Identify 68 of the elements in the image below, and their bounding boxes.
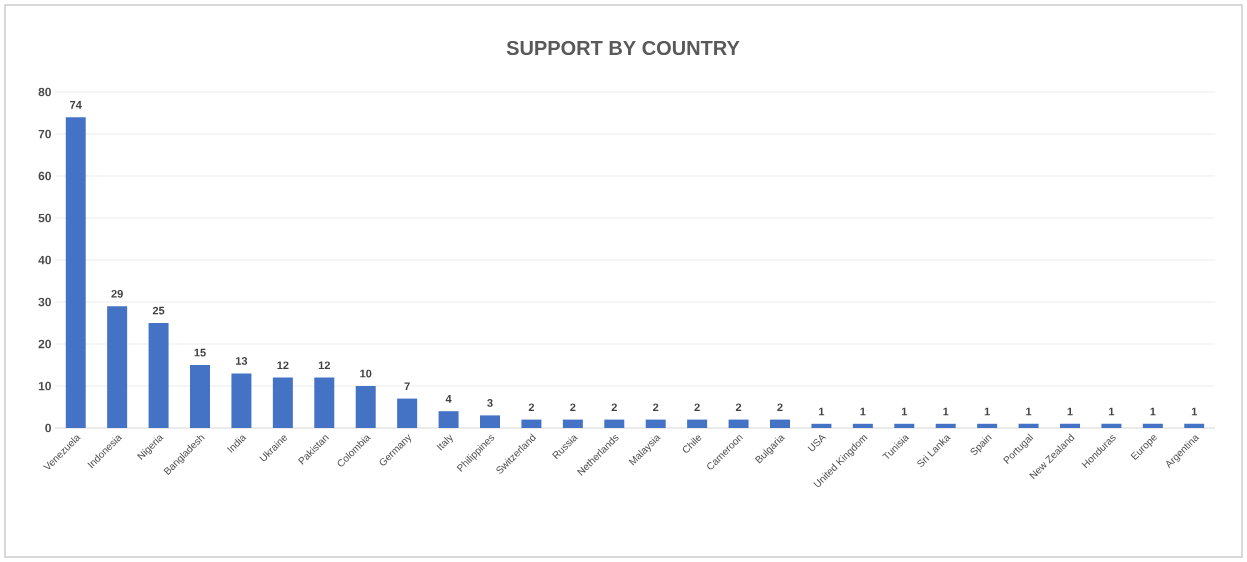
bar (1184, 423, 1205, 428)
y-tick-label: 40 (38, 255, 51, 265)
y-tick-label: 30 (38, 297, 51, 307)
bar (562, 419, 583, 428)
bar (852, 423, 873, 428)
data-label: 2 (694, 403, 700, 412)
bar (1059, 423, 1080, 428)
data-label: 1 (984, 407, 990, 416)
bar (314, 377, 335, 428)
bar (1101, 423, 1122, 428)
data-label: 12 (277, 361, 289, 370)
data-label: 1 (819, 407, 825, 416)
data-label: 15 (194, 348, 206, 357)
data-label: 74 (70, 101, 82, 109)
y-tick-label: 80 (38, 87, 51, 97)
bar (811, 423, 832, 428)
bar (190, 365, 210, 428)
bar (480, 415, 500, 428)
bar (1018, 423, 1039, 428)
data-label: 4 (445, 395, 452, 403)
bar (231, 373, 252, 428)
bar (728, 419, 749, 428)
bar (687, 419, 708, 428)
bar (107, 306, 128, 428)
bar (769, 419, 790, 428)
bar (397, 398, 418, 428)
data-label: 1 (1150, 407, 1156, 416)
y-tick-label: 70 (38, 129, 51, 139)
x-tick-label: Italy (436, 434, 453, 451)
data-label: 2 (611, 403, 617, 412)
data-label: 3 (487, 399, 493, 407)
data-label: 10 (360, 369, 372, 378)
data-label: 1 (1191, 407, 1198, 416)
bar (977, 423, 998, 428)
x-tick-label: USA (807, 435, 827, 451)
data-label: 2 (570, 403, 576, 412)
data-label: 13 (236, 357, 248, 365)
bar (148, 323, 169, 428)
data-label: 1 (1026, 407, 1032, 416)
bar (935, 423, 956, 428)
y-tick-label: 10 (38, 381, 51, 391)
data-label: 12 (318, 361, 330, 370)
bar (65, 117, 86, 428)
bar (438, 411, 459, 428)
data-label: 1 (1109, 407, 1115, 416)
data-label: 1 (1067, 407, 1073, 416)
bar (894, 423, 915, 428)
data-label: 29 (111, 289, 123, 298)
y-tick-label: 20 (38, 339, 51, 349)
data-label: 2 (777, 403, 783, 412)
bar (521, 419, 542, 428)
data-label: 2 (653, 403, 659, 412)
data-label: 2 (528, 403, 535, 412)
data-label: 7 (404, 382, 410, 391)
data-label: 25 (152, 306, 165, 315)
bar (645, 419, 666, 428)
data-label: 1 (860, 407, 866, 416)
y-tick-label: 50 (38, 213, 51, 223)
data-label: 2 (735, 403, 742, 412)
y-tick-label: 0 (45, 423, 51, 433)
data-label: 1 (943, 407, 949, 416)
y-tick-label: 60 (38, 171, 51, 181)
bar (1142, 423, 1163, 428)
data-label: 1 (901, 407, 908, 416)
bar (355, 386, 376, 428)
bar (604, 419, 625, 428)
chart-title: SUPPORT BY COUNTRY (506, 40, 740, 56)
bar (272, 377, 293, 428)
